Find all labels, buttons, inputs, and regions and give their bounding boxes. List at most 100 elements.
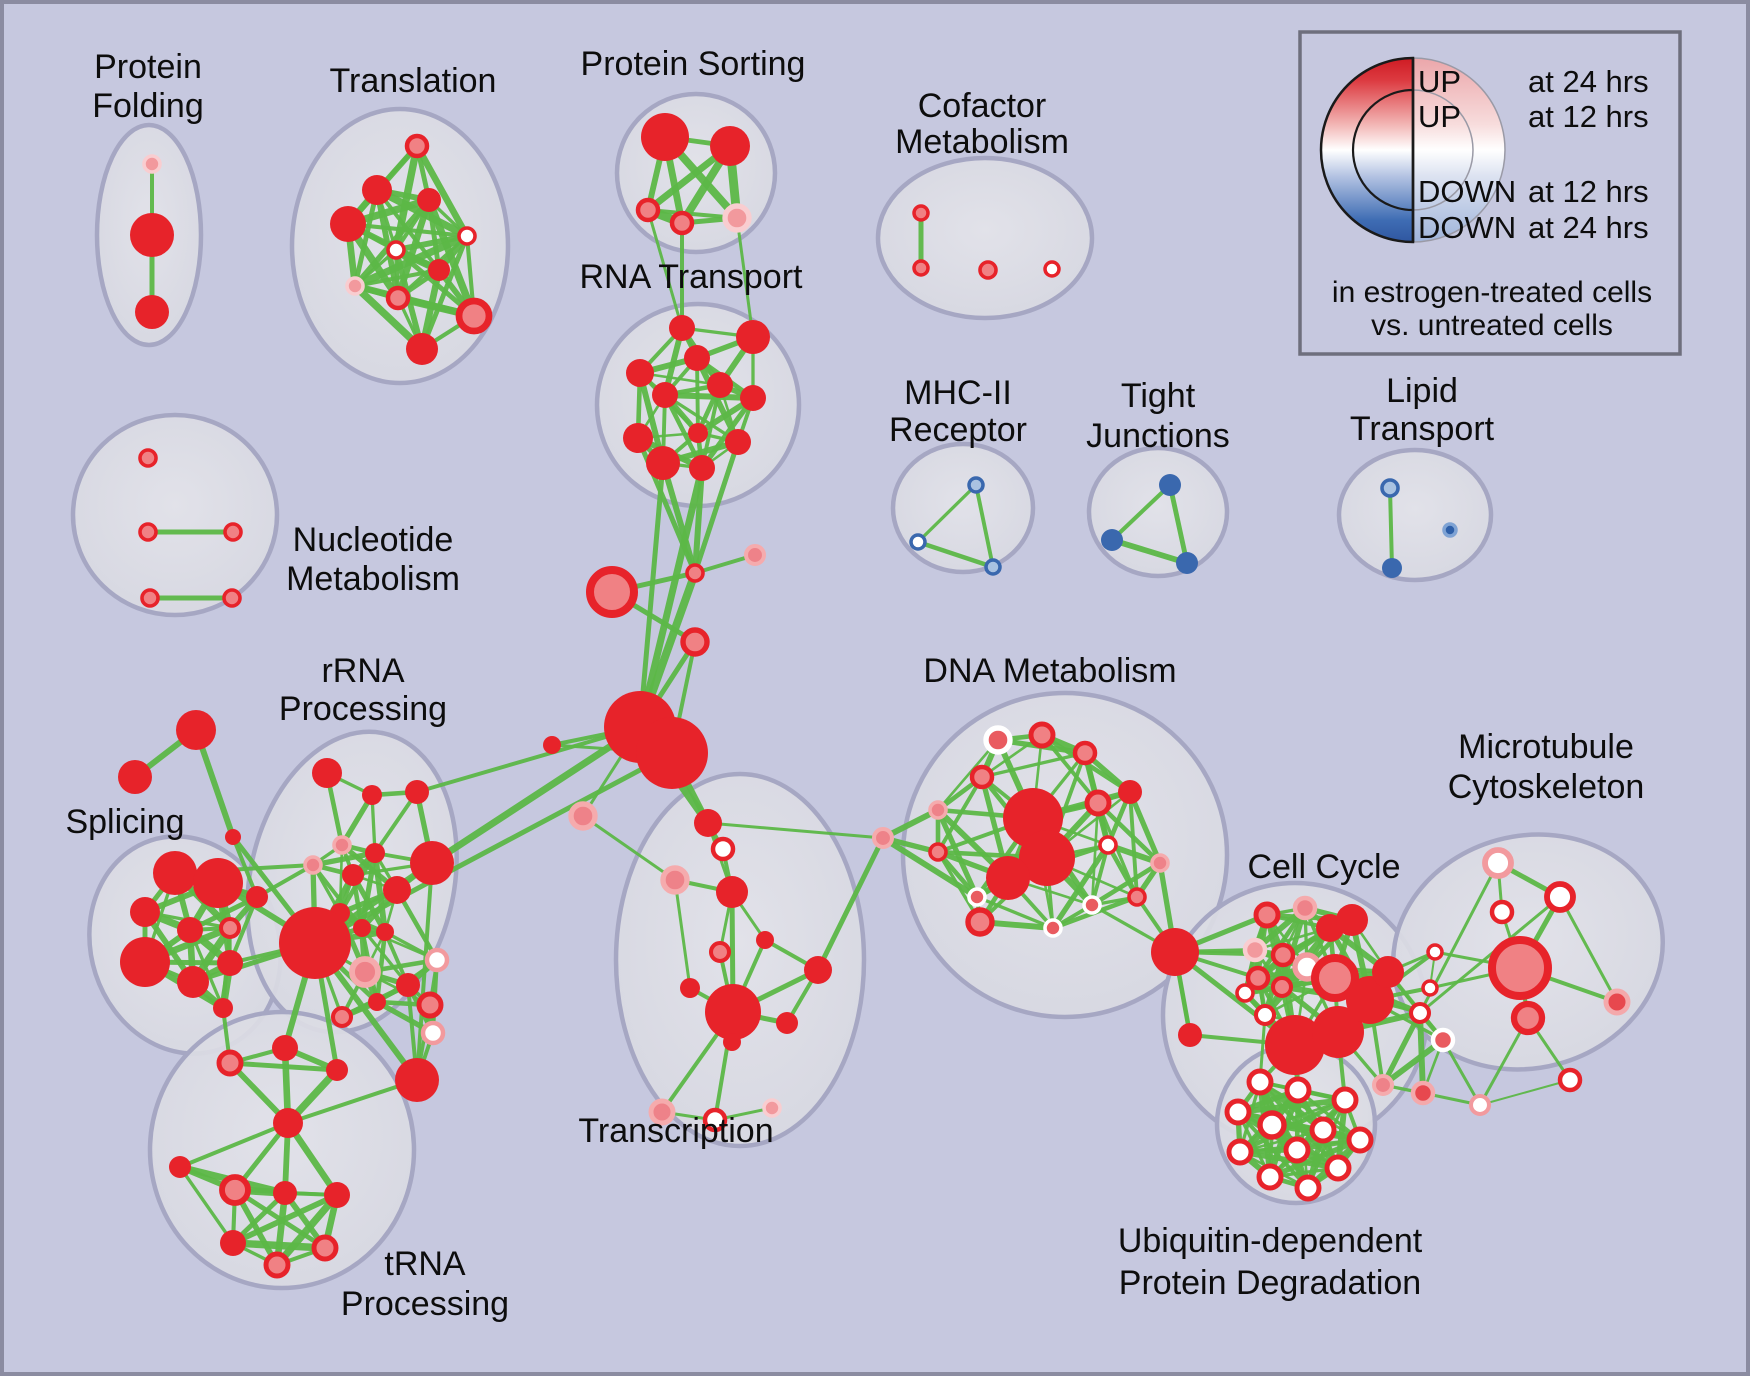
node-nm[interactable] [140, 588, 160, 608]
node-mt[interactable] [1482, 847, 1514, 879]
node-nm[interactable] [138, 448, 158, 468]
node-rr[interactable] [376, 923, 394, 941]
node-mt[interactable] [1510, 1000, 1546, 1036]
node-cc[interactable] [1336, 904, 1368, 936]
node-tn[interactable] [220, 1230, 246, 1256]
node-tl[interactable] [404, 133, 430, 159]
node-cc[interactable] [1410, 1080, 1436, 1106]
node-co[interactable] [225, 829, 241, 845]
node-rr[interactable] [383, 876, 411, 904]
node-tn[interactable] [311, 1234, 339, 1262]
node-ub[interactable] [1283, 1136, 1311, 1164]
node-dm[interactable] [1178, 1023, 1202, 1047]
node-tl[interactable] [428, 259, 450, 281]
node-rt[interactable] [669, 315, 695, 341]
node-tc[interactable] [716, 876, 748, 908]
node-mt[interactable] [1468, 1093, 1492, 1117]
node-sp[interactable] [153, 851, 197, 895]
node-cc[interactable] [1235, 983, 1255, 1003]
node-ps[interactable] [635, 197, 661, 223]
node-lt[interactable] [1380, 478, 1400, 498]
node-cc[interactable] [1253, 1003, 1277, 1027]
node-tn[interactable] [216, 1049, 244, 1077]
node-lt[interactable] [1382, 558, 1402, 578]
node-cc[interactable] [1312, 1006, 1364, 1058]
node-ps[interactable] [669, 210, 695, 236]
node-sp[interactable] [218, 916, 242, 940]
node-dm[interactable] [1150, 853, 1170, 873]
node-ub[interactable] [1324, 1154, 1352, 1182]
node-mt[interactable] [1557, 1067, 1583, 1093]
node-mt[interactable] [1488, 936, 1552, 1000]
node-lt[interactable] [1442, 522, 1458, 538]
node-ub[interactable] [1256, 1163, 1284, 1191]
node-tc[interactable] [710, 836, 736, 862]
node-tc[interactable] [708, 940, 732, 964]
node-sp[interactable] [177, 917, 203, 943]
node-rr[interactable] [424, 947, 450, 973]
node-mh[interactable] [967, 476, 985, 494]
node-dm[interactable] [1084, 789, 1112, 817]
node-dm[interactable] [1118, 780, 1142, 804]
node-tl[interactable] [417, 188, 441, 212]
node-rt[interactable] [689, 455, 715, 481]
node-dm[interactable] [1082, 895, 1102, 915]
node-ub[interactable] [1331, 1086, 1359, 1114]
node-ps[interactable] [641, 113, 689, 161]
node-tc[interactable] [694, 809, 722, 837]
node-sp[interactable] [217, 950, 243, 976]
node-dm[interactable] [1151, 928, 1199, 976]
node-tc[interactable] [648, 1098, 676, 1126]
node-co[interactable] [685, 563, 705, 583]
node-rt[interactable] [740, 385, 766, 411]
node-dm[interactable] [969, 764, 995, 790]
node-dm[interactable] [986, 856, 1030, 900]
node-ub[interactable] [1309, 1116, 1337, 1144]
node-ub[interactable] [1346, 1126, 1374, 1154]
node-tc[interactable] [762, 1098, 782, 1118]
node-cc[interactable] [1372, 956, 1404, 988]
node-sp[interactable] [130, 897, 160, 927]
node-tn[interactable] [273, 1181, 297, 1205]
node-cc[interactable] [1245, 965, 1271, 991]
node-rr[interactable] [303, 855, 323, 875]
node-cc[interactable] [1265, 1015, 1325, 1075]
node-tj[interactable] [1176, 552, 1198, 574]
node-rr[interactable] [368, 993, 386, 1011]
node-rr[interactable] [405, 780, 429, 804]
node-rr[interactable] [279, 907, 351, 979]
node-tn[interactable] [324, 1182, 350, 1208]
node-ub[interactable] [1224, 1098, 1252, 1126]
node-cc[interactable] [1346, 976, 1394, 1024]
node-rr[interactable] [395, 1058, 439, 1102]
node-co[interactable] [118, 760, 152, 794]
node-rr[interactable] [312, 758, 342, 788]
node-rr[interactable] [416, 991, 444, 1019]
node-dm[interactable] [871, 826, 895, 850]
node-rr[interactable] [365, 843, 385, 863]
node-co[interactable] [743, 543, 767, 567]
node-nm[interactable] [222, 588, 242, 608]
node-ps[interactable] [722, 203, 752, 233]
node-rt[interactable] [623, 423, 653, 453]
node-ub[interactable] [1257, 1110, 1287, 1140]
node-dm[interactable] [965, 907, 995, 937]
node-tn[interactable] [219, 1174, 251, 1206]
node-rr[interactable] [353, 919, 371, 937]
node-mh[interactable] [909, 533, 927, 551]
node-pf[interactable] [135, 295, 169, 329]
node-tl[interactable] [386, 240, 406, 260]
node-tc[interactable] [660, 865, 690, 895]
node-nm[interactable] [223, 522, 243, 542]
node-dm[interactable] [1072, 740, 1098, 766]
node-tl[interactable] [362, 175, 392, 205]
node-ub[interactable] [1284, 1076, 1312, 1104]
node-rt[interactable] [626, 359, 654, 387]
node-dm[interactable] [1098, 835, 1118, 855]
node-cf[interactable] [978, 260, 998, 280]
node-rt[interactable] [684, 345, 710, 371]
node-tl[interactable] [330, 206, 366, 242]
node-co[interactable] [636, 717, 708, 789]
node-sp[interactable] [120, 937, 170, 987]
node-dm[interactable] [1127, 887, 1147, 907]
